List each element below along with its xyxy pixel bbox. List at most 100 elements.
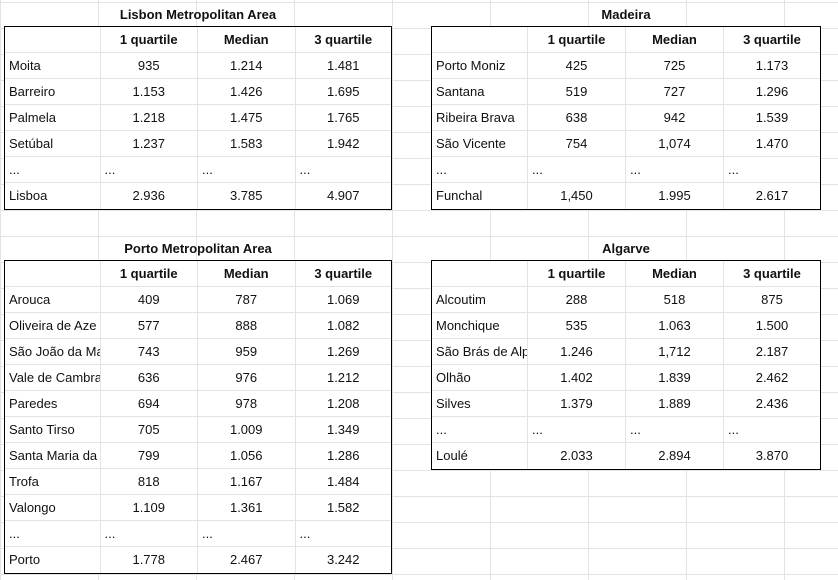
value-cell[interactable]: 3 quartile: [743, 32, 801, 47]
row-label-cell[interactable]: [432, 27, 528, 53]
value-cell[interactable]: 3.242: [326, 552, 360, 567]
value-cell[interactable]: 1.109: [101, 495, 198, 521]
value-cell[interactable]: 1.212: [326, 370, 360, 385]
row-label-cell[interactable]: ...: [5, 521, 101, 547]
value-cell[interactable]: ...: [101, 157, 198, 183]
value-cell[interactable]: 875: [761, 292, 783, 307]
value-cell[interactable]: 1.361: [198, 495, 296, 521]
table-title[interactable]: Lisbon Metropolitan Area: [119, 7, 277, 22]
value-cell[interactable]: 1.214: [198, 53, 296, 79]
value-cell[interactable]: 727: [626, 79, 724, 105]
value-cell[interactable]: 1.470: [755, 136, 789, 151]
value-cell[interactable]: 288: [528, 287, 626, 313]
row-label-cell[interactable]: Santana: [432, 79, 528, 105]
value-cell[interactable]: 2.187: [755, 344, 789, 359]
value-cell[interactable]: 1.481: [326, 58, 360, 73]
value-cell[interactable]: 1 quartile: [101, 27, 198, 53]
value-cell[interactable]: 1.889: [626, 391, 724, 417]
value-cell[interactable]: 3.785: [198, 183, 296, 209]
value-cell[interactable]: ...: [626, 157, 724, 183]
value-cell[interactable]: ...: [299, 526, 311, 541]
value-cell[interactable]: 3 quartile: [314, 266, 373, 281]
row-label-cell[interactable]: Trofa: [5, 469, 101, 495]
row-label-cell[interactable]: Santa Maria da: [5, 443, 101, 469]
value-cell[interactable]: ...: [528, 157, 626, 183]
value-cell[interactable]: 1.500: [755, 318, 789, 333]
value-cell[interactable]: 1.582: [326, 500, 360, 515]
value-cell[interactable]: ...: [198, 157, 296, 183]
row-label-cell[interactable]: Loulé: [432, 443, 528, 469]
value-cell[interactable]: 1.475: [198, 105, 296, 131]
table-title[interactable]: Porto Metropolitan Area: [124, 241, 272, 256]
value-cell[interactable]: 1,712: [626, 339, 724, 365]
value-cell[interactable]: 1.583: [198, 131, 296, 157]
value-cell[interactable]: 2.936: [101, 183, 198, 209]
value-cell[interactable]: Median: [198, 261, 296, 287]
value-cell[interactable]: 1.063: [626, 313, 724, 339]
row-label-cell[interactable]: Porto: [5, 547, 101, 573]
value-cell[interactable]: ...: [728, 422, 739, 437]
value-cell[interactable]: 818: [101, 469, 198, 495]
value-cell[interactable]: ...: [198, 521, 296, 547]
row-label-cell[interactable]: Vale de Cambra: [5, 365, 101, 391]
value-cell[interactable]: Median: [626, 261, 724, 287]
row-label-cell[interactable]: São Vicente: [432, 131, 528, 157]
row-label-cell[interactable]: ...: [432, 157, 528, 183]
value-cell[interactable]: 935: [101, 53, 198, 79]
value-cell[interactable]: 2.033: [528, 443, 626, 469]
value-cell[interactable]: 2.894: [626, 443, 724, 469]
value-cell[interactable]: 1.695: [326, 84, 360, 99]
row-label-cell[interactable]: Oliveira de Aze: [5, 313, 101, 339]
value-cell[interactable]: 754: [528, 131, 626, 157]
row-label-cell[interactable]: Santo Tirso: [5, 417, 101, 443]
row-label-cell[interactable]: Alcoutim: [432, 287, 528, 313]
value-cell[interactable]: 1.269: [326, 344, 360, 359]
value-cell[interactable]: 1.539: [755, 110, 789, 125]
row-label-cell[interactable]: Moita: [5, 53, 101, 79]
value-cell[interactable]: 743: [101, 339, 198, 365]
value-cell[interactable]: 1.484: [326, 474, 360, 489]
value-cell[interactable]: 638: [528, 105, 626, 131]
row-label-cell[interactable]: Porto Moniz: [432, 53, 528, 79]
row-label-cell[interactable]: São Brás de Alpo: [432, 339, 528, 365]
value-cell[interactable]: 425: [528, 53, 626, 79]
value-cell[interactable]: 1.167: [198, 469, 296, 495]
row-label-cell[interactable]: Silves: [432, 391, 528, 417]
value-cell[interactable]: ...: [626, 417, 724, 443]
value-cell[interactable]: 1.173: [755, 58, 789, 73]
row-label-cell[interactable]: São João da Ma: [5, 339, 101, 365]
value-cell[interactable]: 1,450: [528, 183, 626, 209]
value-cell[interactable]: 1.082: [326, 318, 360, 333]
value-cell[interactable]: 1.286: [326, 448, 360, 463]
table-title[interactable]: Algarve: [602, 241, 650, 256]
value-cell[interactable]: 978: [198, 391, 296, 417]
value-cell[interactable]: 1.349: [326, 422, 360, 437]
value-cell[interactable]: 2.617: [755, 188, 789, 203]
value-cell[interactable]: ...: [728, 162, 739, 177]
value-cell[interactable]: 3 quartile: [314, 32, 373, 47]
value-cell[interactable]: 1,074: [626, 131, 724, 157]
value-cell[interactable]: 1.153: [101, 79, 198, 105]
value-cell[interactable]: ...: [299, 162, 311, 177]
value-cell[interactable]: 725: [626, 53, 724, 79]
value-cell[interactable]: 409: [101, 287, 198, 313]
value-cell[interactable]: 1.426: [198, 79, 296, 105]
row-label-cell[interactable]: Lisboa: [5, 183, 101, 209]
row-label-cell[interactable]: Barreiro: [5, 79, 101, 105]
value-cell[interactable]: 577: [101, 313, 198, 339]
value-cell[interactable]: 636: [101, 365, 198, 391]
value-cell[interactable]: Median: [626, 27, 724, 53]
value-cell[interactable]: 1.995: [626, 183, 724, 209]
value-cell[interactable]: 518: [626, 287, 724, 313]
value-cell[interactable]: 1.402: [528, 365, 626, 391]
value-cell[interactable]: 942: [626, 105, 724, 131]
value-cell[interactable]: 1.056: [198, 443, 296, 469]
table-title[interactable]: Madeira: [601, 7, 651, 22]
value-cell[interactable]: 2.436: [755, 396, 789, 411]
value-cell[interactable]: 976: [198, 365, 296, 391]
value-cell[interactable]: 1 quartile: [528, 27, 626, 53]
row-label-cell[interactable]: Monchique: [432, 313, 528, 339]
value-cell[interactable]: 1 quartile: [101, 261, 198, 287]
row-label-cell[interactable]: Palmela: [5, 105, 101, 131]
value-cell[interactable]: 1.839: [626, 365, 724, 391]
